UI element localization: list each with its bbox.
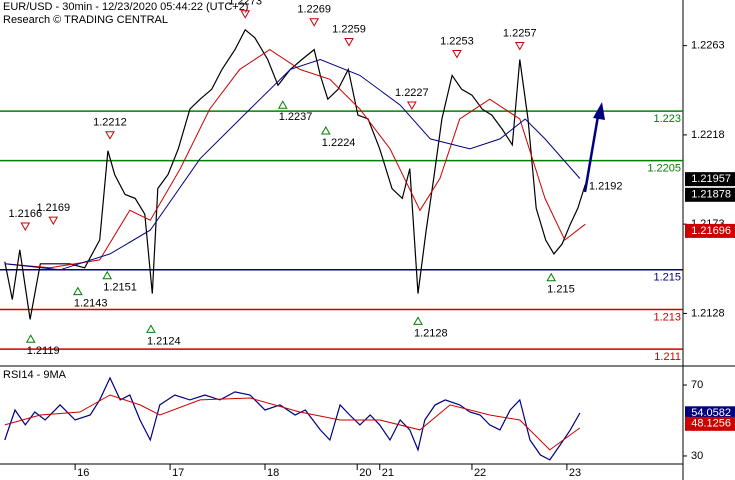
price-box-label: 54.0582: [691, 407, 731, 419]
trough-label: 1.2119: [27, 345, 60, 357]
x-tick-label: 22: [474, 467, 486, 479]
trough-marker: [25, 334, 36, 343]
price-box: [685, 172, 735, 187]
x-tick-label: 18: [267, 467, 279, 479]
level-label: 1.213: [653, 311, 681, 323]
trough-label: 1.2237: [279, 111, 313, 123]
trough-label: 1.2224: [322, 137, 356, 149]
peak-label: 1.2253: [440, 35, 474, 47]
peak-marker: [309, 18, 320, 27]
price-box: [685, 416, 735, 431]
x-tick-label: 17: [172, 467, 184, 479]
y-tick-label: 30: [691, 450, 703, 462]
y-tick-label: 70: [691, 379, 703, 391]
series-line: [4, 28, 586, 320]
price-box: [685, 223, 735, 238]
chart-subtitle: Research © TRADING CENTRAL: [3, 14, 168, 26]
peak-marker: [20, 222, 31, 232]
x-tick-label: 21: [382, 467, 394, 479]
trough-marker: [277, 100, 288, 109]
trough-label: 1.2143: [74, 298, 108, 310]
level-label: 1.223: [653, 113, 681, 125]
peak-label: 1.2273: [228, 0, 262, 8]
peak-marker: [344, 38, 354, 47]
peak-marker: [452, 49, 462, 59]
price-box: [685, 406, 735, 421]
price-box-label: 48.1256: [691, 418, 731, 430]
trough-marker: [73, 286, 83, 296]
trough-label: 1.2151: [103, 282, 137, 294]
x-tick-label: 20: [359, 467, 371, 479]
peak-label: 1.2169: [36, 202, 70, 214]
trough-label: 1.2124: [147, 335, 181, 347]
peak-marker: [48, 216, 59, 226]
chart-title: EUR/USD - 30min - 12/23/2020 05:44:22 (U…: [3, 1, 248, 13]
series-line: [4, 394, 581, 451]
y-tick-label: 1.2218: [691, 129, 725, 141]
projection-arrow: [583, 115, 600, 193]
trough-marker: [413, 316, 423, 325]
price-box-label: 1.21696: [691, 225, 731, 237]
series-line: [4, 58, 581, 271]
series-line: [4, 49, 586, 269]
peak-label: 1.2212: [93, 117, 127, 129]
peak-label: 1.2259: [332, 23, 366, 35]
trough-marker: [320, 125, 331, 135]
x-tick-label: 23: [569, 467, 581, 479]
level-label: 1.211: [654, 351, 681, 363]
series-line: [4, 376, 581, 461]
trough-marker: [102, 270, 113, 280]
level-label: 1.2205: [647, 163, 681, 175]
peak-marker: [406, 101, 417, 111]
rsi-title: RSI14 - 9MA: [3, 369, 67, 381]
x-tick-label: 16: [77, 467, 89, 479]
trough-label: 1.215: [547, 284, 575, 296]
price-note: 1.2192: [589, 180, 623, 192]
peak-label: 1.2227: [395, 87, 429, 99]
projection-arrowhead: [593, 102, 605, 120]
price-box-label: 1.21957: [691, 173, 731, 185]
price-box-label: 1.21878: [691, 189, 731, 201]
y-tick-label: 1.2263: [691, 40, 725, 52]
peak-marker: [514, 42, 525, 51]
level-label: 1.215: [653, 272, 681, 284]
peak-marker: [240, 10, 251, 19]
trough-marker: [546, 272, 557, 282]
trough-marker: [146, 324, 156, 333]
peak-label: 1.2257: [503, 27, 537, 39]
y-tick-label: 1.2128: [691, 307, 725, 319]
trough-label: 1.2128: [414, 327, 448, 339]
peak-label: 1.2269: [297, 4, 331, 16]
price-box: [685, 187, 735, 202]
peak-marker: [105, 131, 115, 140]
peak-label: 1.2166: [8, 208, 42, 220]
